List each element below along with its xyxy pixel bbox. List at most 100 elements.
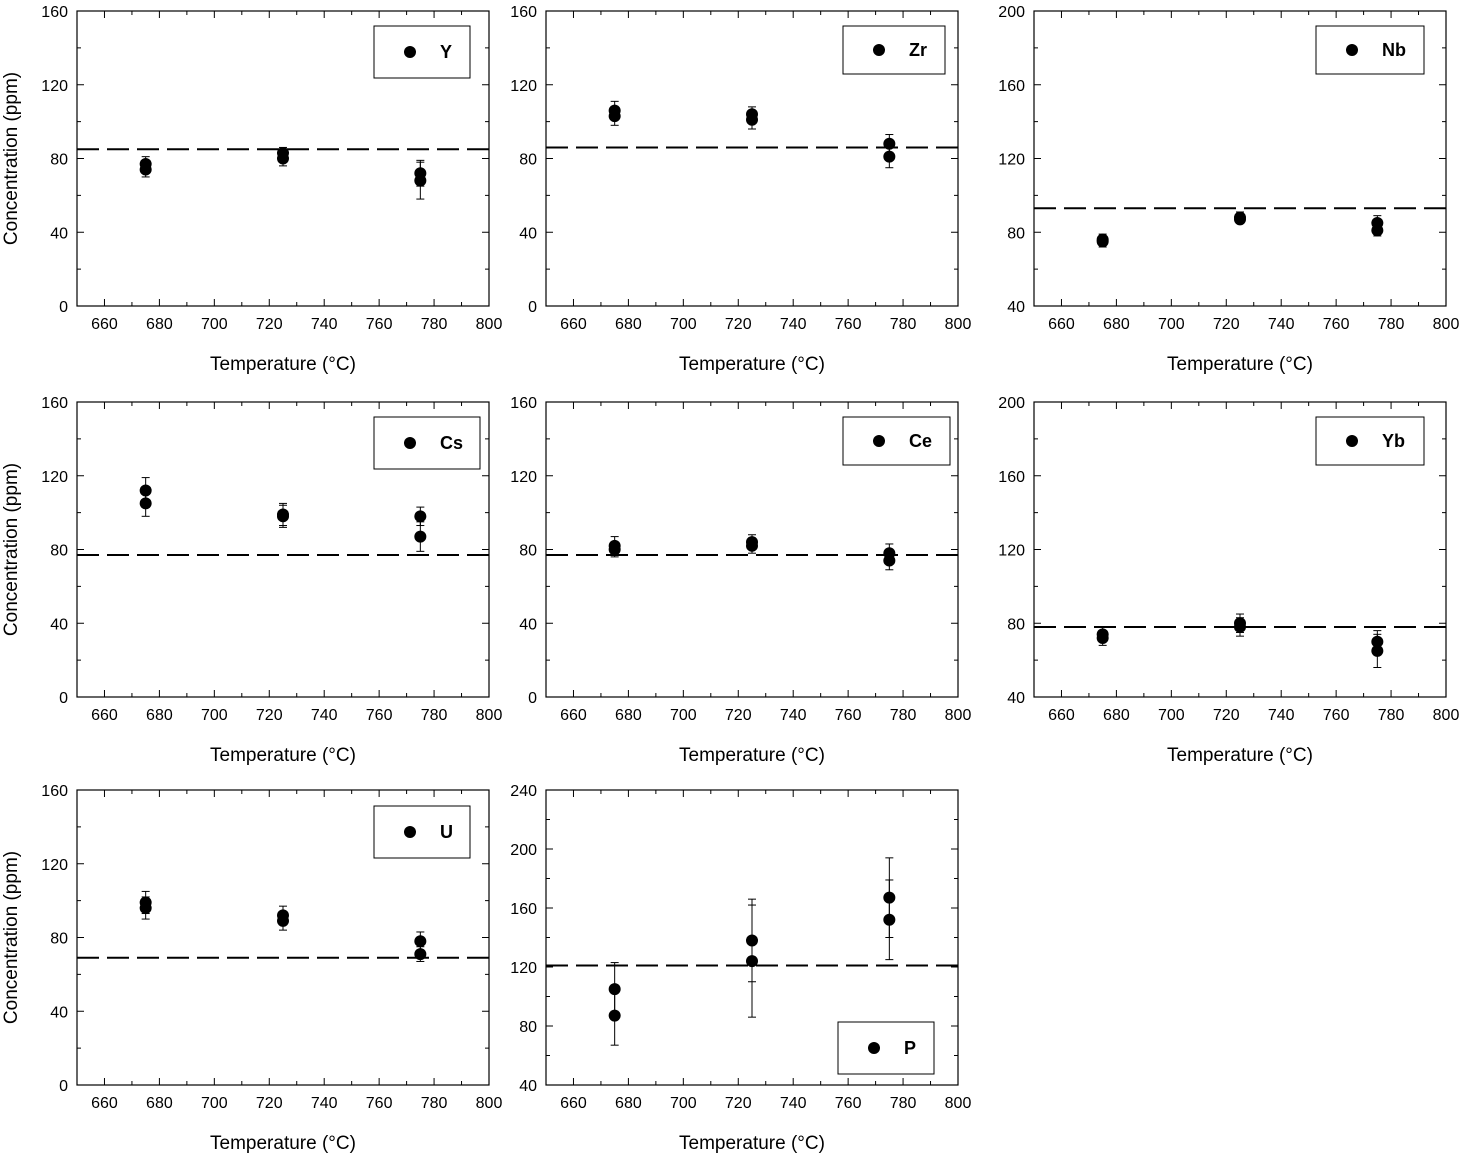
x-axis-title: Temperature (°C)	[210, 354, 356, 375]
x-tick-label: 780	[890, 1095, 917, 1112]
y-tick-label: 200	[998, 395, 1025, 412]
legend-box	[1315, 25, 1425, 75]
legend-box	[837, 1021, 935, 1075]
y-tick-label: 80	[50, 152, 68, 169]
y-tick-label: 120	[41, 78, 68, 95]
x-tick-label: 660	[560, 707, 587, 724]
x-tick-label: 680	[615, 1095, 642, 1112]
x-tick-label: 800	[945, 1095, 972, 1112]
y-tick-label: 0	[528, 690, 537, 707]
chart-panel-nb: 660 680 700 720 740 760 780 800 40 80 120 160 200 Tem…	[998, 4, 1459, 375]
data-point	[277, 510, 289, 523]
x-tick-label: 740	[780, 707, 807, 724]
data-point	[608, 543, 621, 556]
x-tick-label: 800	[476, 316, 503, 333]
y-tick-label: 80	[50, 543, 68, 560]
x-tick-label: 800	[476, 1095, 503, 1112]
x-tick-label: 660	[1048, 316, 1075, 333]
x-tick-label: 700	[1158, 316, 1185, 333]
y-tick-label: 120	[510, 469, 537, 486]
legend-box	[842, 416, 951, 466]
x-tick-label: 780	[890, 316, 917, 333]
x-tick-label: 780	[421, 1095, 448, 1112]
data-point	[139, 497, 152, 510]
data-point	[277, 914, 289, 927]
chart-panel-zr: 660 680 700 720 740 760 780 800 0 40 80 120 160 Tempe…	[510, 4, 971, 375]
data-point	[1096, 632, 1109, 644]
x-axis-title: Temperature (°C)	[679, 354, 825, 375]
legend-marker	[873, 435, 885, 447]
x-tick-label: 660	[91, 707, 118, 724]
x-tick-label: 700	[201, 316, 228, 333]
x-axis-title: Temperature (°C)	[679, 1133, 825, 1154]
data-point	[883, 137, 896, 150]
data-point	[414, 174, 427, 187]
chart-panel-u: 660 680 700 720 740 760 780 800 0 40 80 120 160 Tempe…	[1, 783, 502, 1154]
legend-label: P	[904, 1038, 916, 1058]
x-tick-label: 780	[421, 316, 448, 333]
y-tick-label: 40	[50, 1004, 68, 1021]
y-tick-label: 80	[1007, 225, 1025, 242]
data-point	[139, 163, 152, 176]
x-axis-title: Temperature (°C)	[210, 745, 356, 766]
x-tick-label: 680	[615, 316, 642, 333]
data-point	[1234, 213, 1246, 226]
y-tick-label: 80	[50, 931, 68, 948]
data-point	[608, 110, 621, 123]
x-tick-label: 680	[1103, 707, 1130, 724]
data-point	[277, 152, 289, 165]
y-tick-label: 160	[41, 395, 68, 412]
legend-label: Yb	[1382, 431, 1405, 451]
legend-marker	[404, 826, 416, 838]
data-point	[746, 539, 758, 552]
legend-marker	[868, 1042, 880, 1054]
x-tick-label: 720	[256, 316, 283, 333]
x-tick-label: 680	[146, 1095, 173, 1112]
y-axis-title: Concentration (ppm)	[1, 851, 22, 1024]
x-tick-label: 660	[560, 316, 587, 333]
legend-box	[1315, 416, 1425, 466]
data-point	[414, 948, 427, 961]
x-tick-label: 700	[201, 1095, 228, 1112]
x-tick-label: 660	[1048, 707, 1075, 724]
y-tick-label: 80	[1007, 616, 1025, 633]
x-tick-label: 740	[1268, 316, 1295, 333]
legend-box	[373, 25, 471, 79]
x-tick-label: 720	[1213, 707, 1240, 724]
x-tick-label: 720	[725, 1095, 752, 1112]
y-axis-title: Concentration (ppm)	[1, 463, 22, 636]
y-tick-label: 160	[41, 4, 68, 21]
y-tick-label: 80	[519, 152, 537, 169]
y-tick-label: 0	[59, 1078, 68, 1095]
x-tick-label: 700	[670, 316, 697, 333]
data-point	[883, 913, 896, 926]
y-tick-label: 0	[528, 299, 537, 316]
x-tick-label: 700	[1158, 707, 1185, 724]
x-tick-label: 720	[1213, 316, 1240, 333]
data-point	[1371, 644, 1384, 657]
y-tick-label: 40	[519, 225, 537, 242]
x-axis-title: Temperature (°C)	[210, 1133, 356, 1154]
chart-panel-p: 660 680 700 720 740 760 780 800 40 80 120 160 200 240…	[510, 783, 971, 1154]
x-tick-label: 740	[780, 316, 807, 333]
y-tick-label: 160	[510, 4, 537, 21]
x-tick-label: 780	[1378, 707, 1405, 724]
x-tick-label: 760	[835, 707, 862, 724]
chart-panel-y: 660 680 700 720 740 760 780 800 0 40 80 120 160 Tempe…	[1, 4, 502, 375]
y-tick-label: 40	[50, 616, 68, 633]
x-tick-label: 740	[311, 707, 338, 724]
legend-marker	[873, 44, 885, 56]
x-tick-label: 680	[146, 316, 173, 333]
legend-label: U	[440, 822, 453, 842]
y-tick-label: 160	[41, 783, 68, 800]
x-tick-label: 700	[670, 707, 697, 724]
x-tick-label: 780	[890, 707, 917, 724]
x-tick-label: 760	[1323, 707, 1350, 724]
x-tick-label: 760	[366, 1095, 393, 1112]
x-tick-label: 760	[366, 707, 393, 724]
data-point	[883, 150, 896, 163]
y-tick-label: 160	[998, 78, 1025, 95]
legend-marker	[1346, 435, 1358, 447]
data-point	[883, 554, 896, 567]
y-tick-label: 200	[510, 842, 537, 859]
